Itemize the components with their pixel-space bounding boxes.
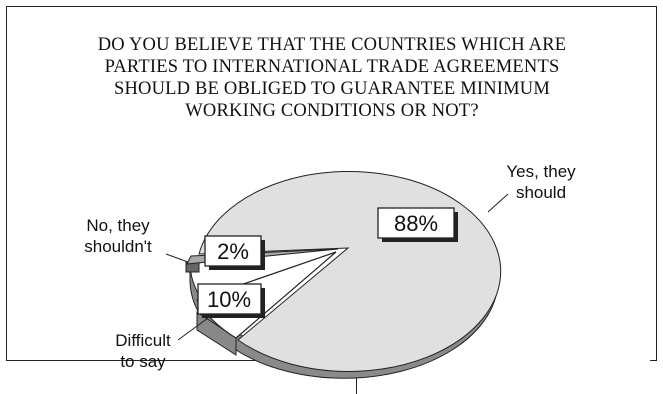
label-no-2: shouldn't xyxy=(84,237,152,256)
chart-title: DO YOU BELIEVE THAT THE COUNTRIES WHICH … xyxy=(40,34,624,122)
pct-box-yes: 88% xyxy=(377,207,458,242)
title-line-3: SHOULD BE OBLIGED TO GUARANTEE MINIMUM xyxy=(114,79,550,99)
title-line-4: WORKING CONDITIONS OR NOT? xyxy=(185,101,479,121)
pct-box-no: 2% xyxy=(204,235,265,270)
leader-diff xyxy=(177,317,209,341)
pct-no: 2% xyxy=(217,239,249,264)
label-yes-1: Yes, they xyxy=(506,162,576,181)
title-line-1: DO YOU BELIEVE THAT THE COUNTRIES WHICH … xyxy=(97,35,567,55)
label-no-1: No, they xyxy=(86,216,150,235)
slice-yes xyxy=(198,170,502,372)
label-yes-2: should xyxy=(516,183,566,202)
title-line-2: PARTIES TO INTERNATIONAL TRADE AGREEMENT… xyxy=(104,57,560,77)
pct-diff: 10% xyxy=(207,287,251,312)
pct-box-diff: 10% xyxy=(197,283,265,318)
leader-yes xyxy=(487,193,509,213)
pct-yes: 88% xyxy=(394,211,438,236)
leader-no xyxy=(165,253,189,263)
label-diff-1: Difficult xyxy=(115,331,171,350)
label-diff-2: to say xyxy=(120,352,166,371)
